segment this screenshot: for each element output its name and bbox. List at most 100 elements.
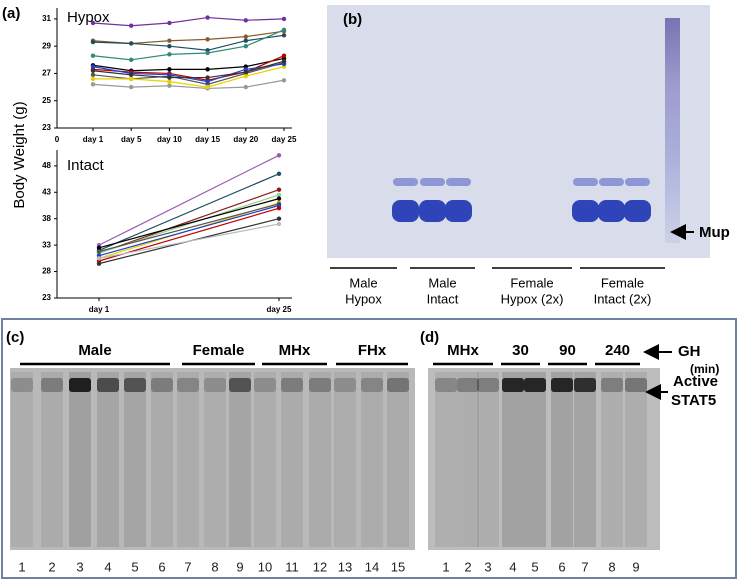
band: [419, 200, 446, 222]
data-point: [205, 84, 210, 90]
band: [124, 378, 146, 392]
lane-number: 5: [531, 559, 538, 574]
lane-number: 11: [285, 559, 299, 574]
y-tick-label: 48: [42, 161, 51, 170]
lane-smear: [281, 372, 303, 547]
data-point: [243, 43, 248, 49]
lane-smear: [334, 372, 356, 547]
band: [41, 378, 63, 392]
data-point: [167, 67, 172, 72]
band: [387, 378, 409, 392]
data-point: [96, 256, 102, 261]
data-point: [281, 78, 287, 83]
data-point: [90, 20, 96, 26]
data-point: [243, 18, 248, 23]
data-point: [243, 73, 248, 79]
group-label: Female: [510, 275, 553, 290]
band: [572, 200, 599, 222]
data-point: [276, 187, 282, 192]
x-tick-label: day 15: [195, 135, 220, 144]
data-point: [281, 33, 287, 38]
band: [524, 378, 546, 392]
lane-smear: [387, 372, 409, 547]
data-point: [129, 57, 134, 63]
data-point: [167, 38, 172, 43]
y-tick-label: 25: [42, 96, 51, 105]
data-point: [129, 23, 134, 28]
group-label: MHx: [447, 342, 479, 359]
data-point: [243, 84, 248, 90]
series-line: [98, 189, 280, 254]
lane-number: 6: [558, 559, 565, 574]
lane-number: 10: [258, 559, 272, 574]
data-point: [129, 76, 134, 82]
lane-smear: [41, 372, 63, 547]
group-label: MHx: [279, 342, 311, 359]
group-label: Male: [349, 275, 377, 290]
treatment-label: GH: [678, 343, 701, 360]
lane-smear: [204, 372, 226, 547]
group-label: Intact (2x): [594, 291, 652, 306]
group-label: 240: [605, 342, 630, 359]
band: [151, 378, 173, 392]
series-line: [98, 154, 280, 246]
band: [97, 378, 119, 392]
band: [69, 378, 91, 392]
gel: [327, 5, 710, 258]
band: [229, 378, 251, 392]
series-line: [98, 198, 280, 249]
lane-smear: [309, 372, 331, 547]
lanes: [11, 372, 647, 547]
gel: [10, 368, 415, 550]
lane-number: 4: [104, 559, 111, 574]
panel-label: (d): [420, 329, 439, 346]
panel-label: (b): [343, 11, 362, 28]
band: [573, 178, 598, 186]
series-line: [93, 66, 285, 88]
lane-smear: [435, 372, 457, 547]
band-label: STAT5: [671, 392, 716, 409]
x-tick-label: 0: [55, 135, 60, 144]
band: [281, 378, 303, 392]
band: [445, 200, 472, 222]
band: [334, 378, 356, 392]
band: [393, 178, 418, 186]
data-point: [281, 16, 287, 22]
y-axis-label: Body Weight (g): [11, 101, 28, 208]
group-label: 90: [559, 342, 576, 359]
data-point: [243, 38, 248, 43]
lane-smear: [524, 372, 546, 547]
band: [204, 378, 226, 392]
data-point: [205, 15, 210, 20]
data-point: [167, 43, 172, 49]
group-label: Male: [428, 275, 456, 290]
lane-smear: [601, 372, 623, 547]
data-point: [276, 205, 282, 211]
data-point: [205, 79, 210, 84]
band: [361, 378, 383, 392]
lane-smear: [625, 372, 647, 547]
lane-number: 1: [442, 559, 449, 574]
chart-title: Hypox: [67, 9, 110, 26]
lane-number: 14: [365, 559, 379, 574]
lane-smear: [574, 372, 596, 547]
lane-smear: [477, 372, 499, 547]
data-point: [129, 72, 134, 78]
gel: [428, 368, 660, 550]
series-line: [98, 173, 280, 251]
group-label: Hypox: [345, 291, 382, 306]
band: [309, 378, 331, 392]
lane-number: 8: [211, 559, 218, 574]
data-point: [205, 37, 210, 42]
y-tick-label: 23: [42, 123, 51, 132]
treatment-unit: (min): [690, 362, 719, 376]
band: [254, 378, 276, 392]
series-line: [92, 34, 285, 51]
lane-number: 1: [18, 559, 25, 574]
band: [11, 378, 33, 392]
lane-smear: [502, 372, 524, 547]
lane-number: 7: [184, 559, 191, 574]
y-tick-label: 38: [42, 214, 51, 223]
band: [457, 378, 479, 392]
